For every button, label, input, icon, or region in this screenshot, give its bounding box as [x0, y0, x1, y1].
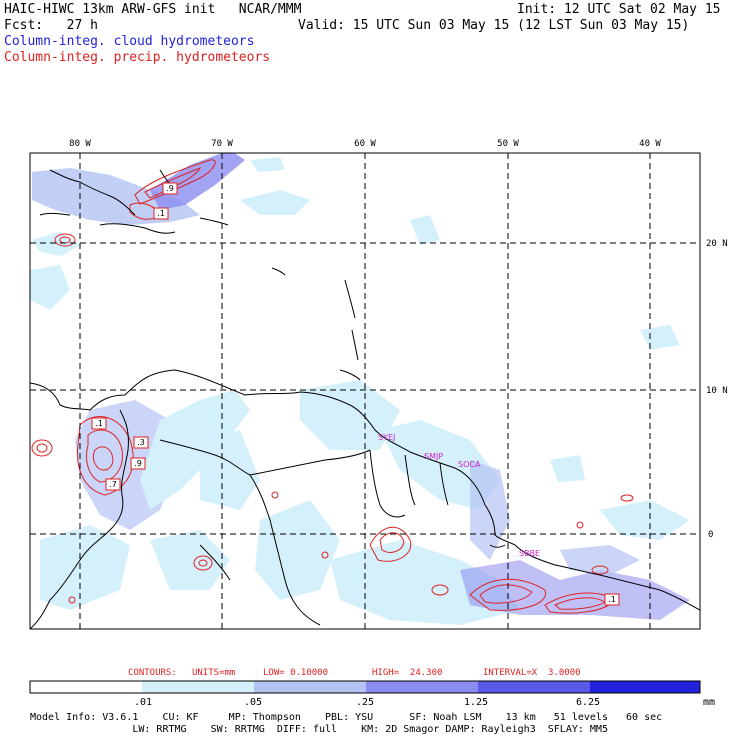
longitude-labels: 80 W 70 W 60 W 50 W 40 W [69, 139, 661, 149]
valid-time: Valid: 15 UTC Sun 03 May 15 (12 LST Sun … [298, 18, 690, 33]
coastlines [30, 169, 700, 629]
station-label: SMJP [424, 452, 443, 461]
contours-low: LOW= 0.10000 [263, 668, 329, 678]
map-border [29, 152, 701, 630]
station-labels: SYEJ SMJP SOCA SBBE [378, 433, 540, 558]
contour-label: .1 [95, 419, 103, 428]
contour-label: .9 [134, 459, 142, 468]
contours-high: HIGH= 24.300 [372, 668, 443, 678]
contour-label: .9 [166, 184, 174, 193]
latitude-labels: 20 N 10 N 0 [706, 239, 728, 540]
colorbar-units: mm [703, 697, 716, 708]
contour-label: .1 [157, 209, 165, 218]
station-label: SYEJ [378, 433, 395, 442]
contour-label: .3 [137, 438, 145, 447]
precip-field-label: Column-integ. precip. hydrometeors [4, 50, 271, 65]
lon-label: 40 W [639, 139, 661, 149]
lon-label: 80 W [69, 139, 91, 149]
colorbar-tick: 1.25 [464, 697, 489, 708]
init-time: Init: 12 UTC Sat 02 May 15 [517, 2, 721, 17]
lat-label: 10 N [706, 386, 728, 396]
lat-lon-grid [30, 153, 700, 629]
station-label: SOCA [458, 460, 481, 469]
contours-interval: INTERVAL=X 3.0000 [483, 668, 581, 678]
colorbar [29, 680, 701, 694]
cloud-field-label: Column-integ. cloud hydrometeors [4, 34, 255, 49]
contour-label: .7 [109, 480, 117, 489]
lat-label: 0 [708, 530, 713, 540]
product-title: HAIC-HIWC 13km ARW-GFS init NCAR/MMM [4, 2, 302, 17]
contours-label: CONTOURS: [128, 668, 177, 678]
contour-label: .1 [608, 595, 616, 604]
lon-label: 70 W [211, 139, 233, 149]
lon-label: 60 W [354, 139, 376, 149]
contour-value-labels: .9 .1 .1 .3 .9 .7 .1 [91, 182, 620, 606]
colorbar-tick: .05 [244, 697, 263, 708]
forecast-hour: Fcst: 27 h [4, 18, 98, 33]
cloud-hydrometeor-shading [30, 153, 690, 625]
colorbar-tick: .01 [134, 697, 153, 708]
model-info-line2: LW: RRTMG SW: RRTMG DIFF: full KM: 2D Sm… [30, 724, 608, 735]
lat-label: 20 N [706, 239, 728, 249]
colorbar-tick: .25 [356, 697, 375, 708]
contours-units: UNITS=mm [192, 668, 236, 678]
model-info-line1: Model Info: V3.6.1 CU: KF MP: Thompson P… [30, 712, 663, 723]
lon-label: 50 W [497, 139, 519, 149]
colorbar-tick: 6.25 [576, 697, 601, 708]
station-label: SBBE [519, 549, 540, 558]
